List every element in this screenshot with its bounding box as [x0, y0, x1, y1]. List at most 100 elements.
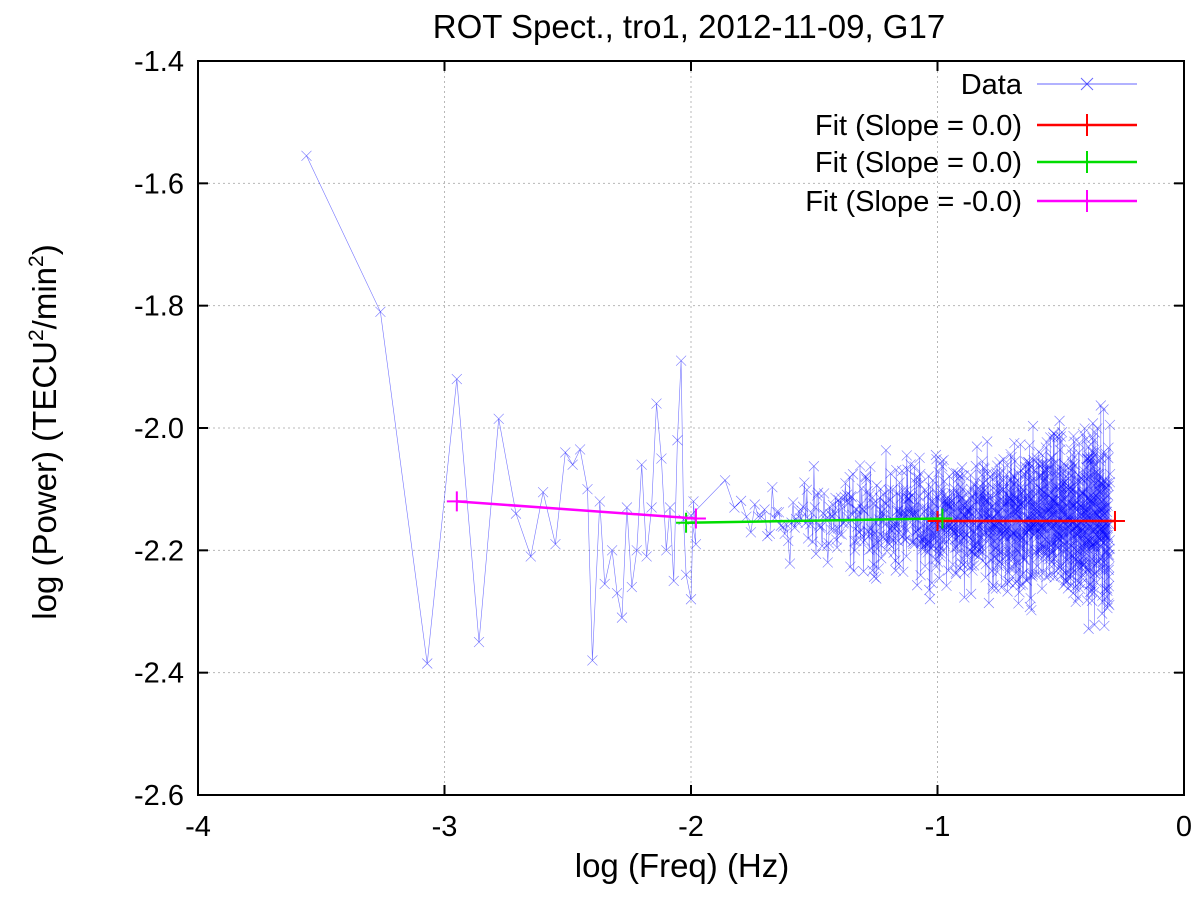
data-point [672, 435, 683, 446]
data-point [966, 560, 977, 572]
data-point [938, 454, 949, 466]
data-point [1046, 544, 1058, 556]
data-point [984, 471, 996, 483]
data-point [959, 592, 970, 603]
data-point [1015, 439, 1026, 450]
data-point [1064, 569, 1076, 580]
data-point [977, 478, 989, 489]
data-point [375, 306, 386, 317]
data-point [862, 485, 873, 497]
data-point [1089, 459, 1101, 470]
y-tick-label: -2.2 [134, 535, 184, 567]
data-point [787, 497, 799, 508]
data-point [980, 558, 992, 570]
data-point [1014, 546, 1025, 558]
data-point [983, 597, 995, 609]
data-point [783, 535, 794, 547]
data-point [1012, 494, 1023, 505]
data-point [947, 559, 959, 570]
data-point [918, 533, 930, 544]
data-point [1066, 449, 1078, 460]
data-point [1026, 484, 1038, 496]
data-point [858, 505, 870, 517]
data-point [894, 477, 905, 488]
data-point [626, 581, 638, 593]
data-point [1053, 563, 1064, 575]
data-point [949, 488, 960, 500]
plot-area [301, 150, 1116, 669]
data-point [1099, 620, 1110, 632]
data-point [892, 487, 903, 499]
data-point [893, 527, 905, 538]
data-point [719, 475, 731, 486]
data-point [1072, 556, 1084, 567]
data-point [1102, 490, 1114, 501]
data-point [1103, 442, 1114, 453]
data-point [1025, 488, 1037, 499]
data-point [801, 484, 813, 496]
data-point [1008, 471, 1019, 482]
data-point [1091, 444, 1102, 456]
data-point [927, 527, 938, 539]
data-point [1064, 482, 1076, 494]
data-point [858, 566, 869, 577]
data-point [907, 508, 919, 520]
data-point [868, 559, 879, 570]
data-point [1104, 599, 1115, 611]
data-point [992, 566, 1003, 578]
data-point [991, 470, 1003, 481]
data-point [1073, 438, 1085, 449]
data-point [1104, 551, 1115, 563]
data-point [941, 580, 952, 592]
data-point [818, 488, 830, 499]
data-point [825, 508, 836, 520]
data-point [917, 534, 928, 545]
data-point [422, 658, 433, 669]
data-point [1067, 483, 1079, 494]
data-point [935, 548, 947, 559]
data-point [807, 536, 818, 547]
data-point [923, 488, 934, 500]
data-point [1061, 555, 1073, 566]
data-point [611, 587, 623, 599]
data-point [1020, 466, 1032, 478]
y-tick-label: -2.0 [134, 413, 184, 445]
data-point [1073, 447, 1084, 459]
data-point [1035, 541, 1047, 552]
data-point [773, 507, 785, 518]
data-point [914, 479, 926, 490]
data-point [1006, 451, 1017, 463]
data-point [998, 454, 1009, 465]
data-point [1087, 447, 1098, 458]
data-point [631, 545, 642, 556]
data-point [981, 493, 992, 505]
data-point [867, 498, 879, 509]
data-point [1050, 504, 1061, 516]
data-point [1025, 592, 1036, 604]
data-point [1041, 437, 1053, 448]
data-point [975, 545, 987, 557]
data-point [901, 524, 913, 536]
data-point [745, 527, 757, 538]
data-point [860, 471, 872, 483]
data-point [984, 510, 995, 522]
data-point [1104, 468, 1116, 480]
data-point [797, 501, 809, 512]
data-point [1074, 471, 1086, 483]
data-point [1065, 564, 1076, 576]
data-point [971, 441, 983, 452]
data-point [1078, 559, 1090, 570]
data-point [1102, 602, 1113, 614]
data-point [980, 484, 991, 496]
data-point [888, 535, 899, 546]
data-point [849, 545, 861, 556]
data-point [835, 492, 847, 504]
data-point [1055, 559, 1066, 571]
data-point [931, 492, 943, 504]
data-point [978, 501, 989, 512]
data-point [1034, 459, 1045, 471]
fit-point-1 [1104, 510, 1125, 531]
data-point [680, 569, 692, 581]
data-point [938, 534, 950, 545]
data-point [582, 483, 593, 495]
